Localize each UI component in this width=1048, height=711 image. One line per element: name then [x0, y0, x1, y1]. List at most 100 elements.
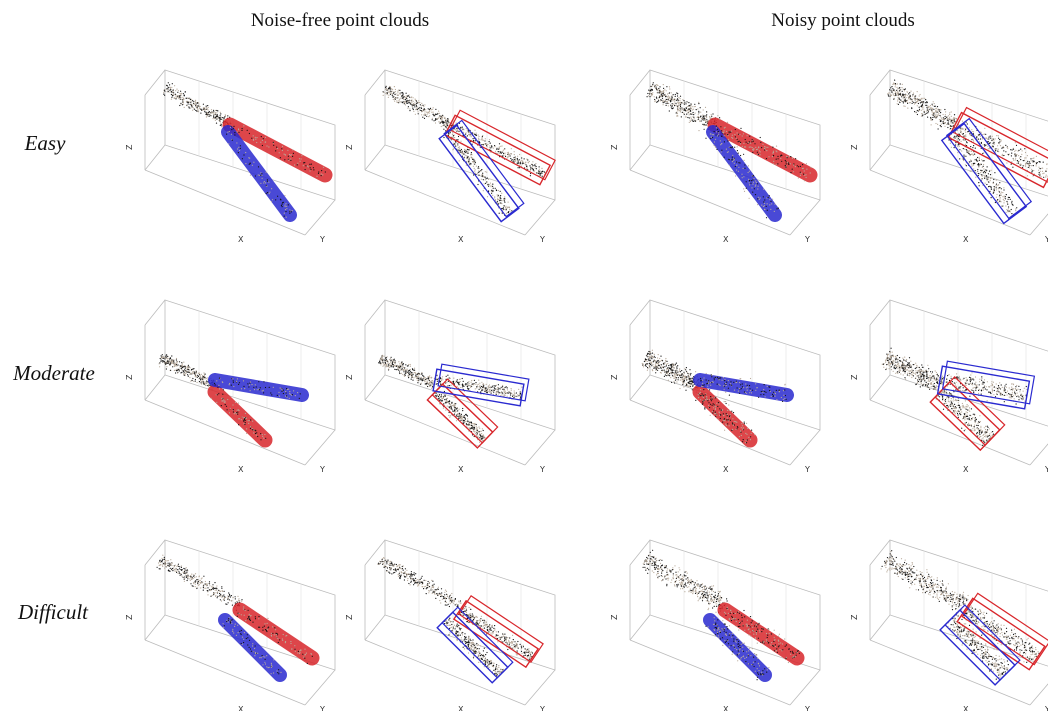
point: [775, 158, 777, 160]
point: [184, 367, 186, 369]
point: [244, 422, 246, 424]
point: [687, 109, 689, 112]
point: [985, 176, 987, 178]
point: [1026, 162, 1028, 164]
point: [932, 108, 934, 110]
point: [947, 120, 949, 122]
point: [521, 386, 523, 388]
point: [256, 137, 258, 139]
point: [475, 165, 477, 167]
point: [505, 213, 507, 215]
point: [214, 109, 217, 112]
point: [800, 172, 802, 174]
point: [728, 131, 730, 133]
point: [799, 174, 801, 176]
point: [500, 202, 502, 204]
point: [248, 386, 250, 388]
point: [648, 91, 651, 93]
point: [989, 142, 991, 144]
point: [391, 361, 394, 363]
point: [679, 107, 681, 109]
point: [412, 369, 414, 371]
point: [160, 360, 162, 362]
point: [211, 112, 213, 114]
point: [471, 379, 473, 382]
point: [422, 110, 424, 113]
point: [516, 157, 518, 160]
point: [991, 139, 993, 141]
point: [759, 151, 761, 153]
point: [180, 368, 182, 370]
point: [460, 419, 462, 421]
point: [939, 110, 941, 112]
point: [498, 392, 501, 394]
point: [285, 395, 287, 397]
point: [683, 112, 685, 114]
point: [318, 171, 320, 173]
point: [988, 138, 990, 140]
point: [388, 91, 390, 93]
point: [905, 94, 907, 96]
point: [392, 93, 394, 95]
point: [793, 163, 795, 165]
point: [646, 96, 648, 98]
point: [985, 133, 987, 135]
point: [216, 401, 218, 403]
point: [529, 169, 531, 171]
point: [449, 132, 451, 134]
axes-box: [889, 69, 1048, 197]
point: [240, 419, 242, 421]
point: [978, 182, 980, 184]
point: [702, 123, 704, 125]
point: [209, 114, 211, 116]
point: [276, 146, 278, 148]
point: [794, 166, 796, 168]
point: [972, 131, 975, 133]
point: [733, 162, 735, 164]
point: [395, 369, 397, 371]
point: [667, 99, 669, 101]
point: [494, 146, 496, 148]
point: [982, 152, 984, 155]
point: [516, 162, 518, 164]
point: [519, 153, 521, 156]
point: [178, 97, 180, 99]
point: [299, 393, 301, 395]
point: [531, 167, 533, 170]
point: [743, 146, 746, 148]
point: [647, 95, 650, 97]
point: [263, 381, 265, 383]
point: [503, 199, 505, 201]
point: [238, 131, 240, 133]
point: [703, 123, 705, 125]
point: [1019, 157, 1021, 159]
point: [922, 108, 924, 110]
point: [969, 154, 971, 157]
point: [205, 113, 207, 116]
point: [988, 181, 990, 183]
point: [448, 122, 450, 124]
point: [973, 164, 975, 166]
point: [922, 107, 924, 109]
point: [999, 145, 1002, 147]
point: [279, 387, 281, 389]
point: [925, 112, 927, 114]
point: [950, 120, 952, 122]
point: [685, 370, 688, 372]
point: [177, 96, 179, 98]
point: [261, 177, 263, 179]
point: [180, 94, 182, 96]
point: [321, 170, 323, 172]
point: [469, 164, 471, 166]
point: [676, 95, 679, 97]
point: [935, 116, 937, 118]
point: [987, 176, 989, 178]
point: [479, 438, 482, 440]
point: [460, 418, 462, 420]
point: [491, 192, 493, 194]
point: [214, 113, 216, 115]
point: [463, 131, 465, 133]
point: [777, 155, 779, 157]
point: [169, 357, 171, 359]
point: [899, 88, 901, 90]
